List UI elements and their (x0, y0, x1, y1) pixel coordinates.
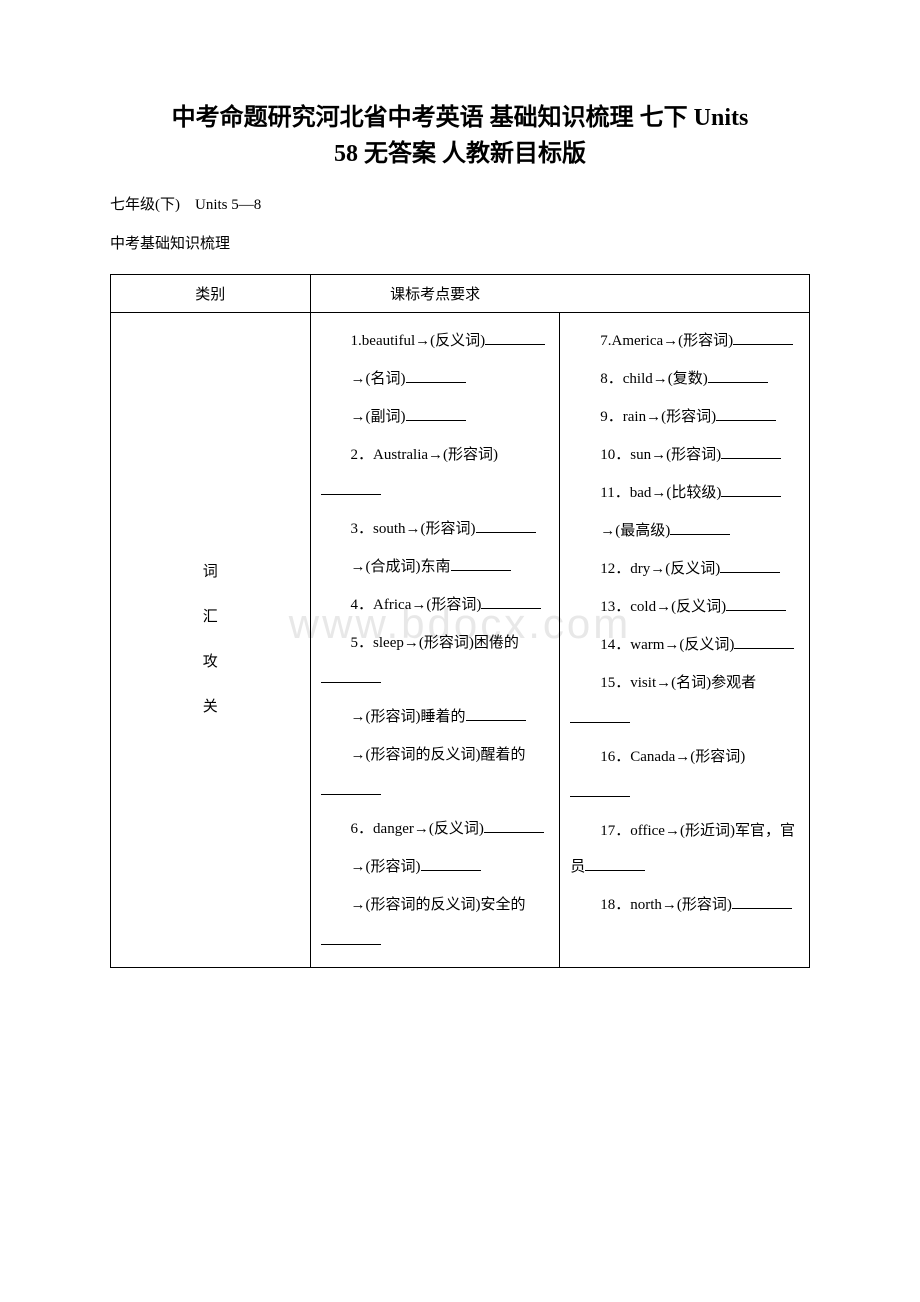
vocabulary-table: 类别 课标考点要求 词 汇 攻 关 1.beautiful→(反义词) →(名词… (110, 274, 810, 968)
category-char: 攻 (121, 640, 300, 685)
entry-text: 11．bad→(比较级) (600, 485, 721, 501)
vocab-entry: →(形容词的反义词)安全的 (321, 887, 550, 959)
vocab-entry: →(名词) (321, 361, 550, 397)
blank-line (721, 444, 781, 459)
vocab-entry: →(形容词)睡着的 (321, 699, 550, 735)
vocab-entry: 16．Canada→(形容词) (570, 739, 799, 811)
blank-line (451, 556, 511, 571)
entry-text: →(最高级) (600, 523, 670, 539)
blank-line (726, 596, 786, 611)
blank-line (484, 818, 544, 833)
subtitle: 七年级(下) Units 5—8 (110, 192, 860, 219)
blank-line (406, 368, 466, 383)
entry-text: →(形容词的反义词)醒着的 (351, 747, 526, 763)
entry-text: 9．rain→(形容词) (600, 409, 716, 425)
vocab-entry: 6．danger→(反义词) (321, 811, 550, 847)
category-char: 词 (121, 550, 300, 595)
blank-line (733, 330, 793, 345)
entry-text: 4．Africa→(形容词) (351, 597, 482, 613)
entry-text: →(副词) (351, 409, 406, 425)
title-line-1: 中考命题研究河北省中考英语 基础知识梳理 七下 Units (172, 105, 749, 131)
blank-line (570, 782, 630, 797)
entry-text: 5．sleep→(形容词)困倦的 (351, 635, 519, 651)
entry-text: 18．north→(形容词) (600, 897, 732, 913)
blank-line (321, 668, 381, 683)
entry-text: →(名词) (351, 371, 406, 387)
entry-text: 2．Australia→(形容词) (351, 447, 498, 463)
vocab-entry: 3．south→(形容词) (321, 511, 550, 547)
blank-line (485, 330, 545, 345)
blank-line (585, 856, 645, 871)
vocab-entry: 2．Australia→(形容词) (321, 437, 550, 509)
vocab-entry: 10．sun→(形容词) (570, 437, 799, 473)
vocab-entry: →(形容词的反义词)醒着的 (321, 737, 550, 809)
vocab-entry: →(副词) (321, 399, 550, 435)
vocab-entry: 11．bad→(比较级) (570, 475, 799, 511)
document-title: 中考命题研究河北省中考英语 基础知识梳理 七下 Units 58 无答案 人教新… (60, 100, 860, 172)
vocab-entry: 17．office→(形近词)军官，官员 (570, 813, 799, 885)
blank-line (321, 930, 381, 945)
blank-line (570, 708, 630, 723)
blank-line (321, 780, 381, 795)
blank-line (720, 558, 780, 573)
blank-line (421, 856, 481, 871)
vocab-entry: 7.America→(形容词) (570, 323, 799, 359)
blank-line (670, 520, 730, 535)
header-empty (560, 275, 810, 313)
vocab-entry: →(形容词) (321, 849, 550, 885)
vocab-entry: 14．warm→(反义词) (570, 627, 799, 663)
entry-text: 10．sun→(形容词) (600, 447, 721, 463)
entry-text: 13．cold→(反义词) (600, 599, 726, 615)
header-requirement: 课标考点要求 (310, 275, 560, 313)
blank-line (708, 368, 768, 383)
vocab-entry: 12．dry→(反义词) (570, 551, 799, 587)
vocab-entry: 13．cold→(反义词) (570, 589, 799, 625)
entry-text: 8．child→(复数) (600, 371, 707, 387)
category-cell: 词 汇 攻 关 (111, 313, 311, 968)
entry-text: 15．visit→(名词)参观者 (600, 675, 756, 691)
vocab-entry: 9．rain→(形容词) (570, 399, 799, 435)
title-line-2: 58 无答案 人教新目标版 (334, 141, 586, 167)
vocab-entry: 1.beautiful→(反义词) (321, 323, 550, 359)
vocab-entry: 8．child→(复数) (570, 361, 799, 397)
header-category: 类别 (111, 275, 311, 313)
category-char: 关 (121, 685, 300, 730)
blank-line (721, 482, 781, 497)
vocab-right-cell: 7.America→(形容词) 8．child→(复数) 9．rain→(形容词… (560, 313, 810, 968)
entry-text: 16．Canada→(形容词) (600, 749, 745, 765)
section-label: 中考基础知识梳理 (110, 231, 860, 258)
entry-text: 6．danger→(反义词) (351, 821, 484, 837)
vocab-entry: 18．north→(形容词) (570, 887, 799, 923)
blank-line (406, 406, 466, 421)
vocab-entry: →(最高级) (570, 513, 799, 549)
vocab-entry: →(合成词)东南 (321, 549, 550, 585)
entry-text: 12．dry→(反义词) (600, 561, 720, 577)
blank-line (716, 406, 776, 421)
entry-text: →(形容词) (351, 859, 421, 875)
page-content: 中考命题研究河北省中考英语 基础知识梳理 七下 Units 58 无答案 人教新… (60, 100, 860, 968)
blank-line (481, 594, 541, 609)
category-char: 汇 (121, 595, 300, 640)
table-body-row: 词 汇 攻 关 1.beautiful→(反义词) →(名词) →(副词) 2．… (111, 313, 810, 968)
entry-text: 7.America→(形容词) (600, 333, 733, 349)
blank-line (476, 518, 536, 533)
blank-line (466, 706, 526, 721)
vocab-left-cell: 1.beautiful→(反义词) →(名词) →(副词) 2．Australi… (310, 313, 560, 968)
blank-line (734, 634, 794, 649)
entry-text: →(合成词)东南 (351, 559, 451, 575)
vocab-entry: 15．visit→(名词)参观者 (570, 665, 799, 737)
entry-text: 3．south→(形容词) (351, 521, 476, 537)
table-header-row: 类别 课标考点要求 (111, 275, 810, 313)
vocab-entry: 4．Africa→(形容词) (321, 587, 550, 623)
entry-text: →(形容词)睡着的 (351, 709, 466, 725)
entry-text: 14．warm→(反义词) (600, 637, 734, 653)
entry-text: 1.beautiful→(反义词) (351, 333, 486, 349)
blank-line (732, 894, 792, 909)
entry-text: →(形容词的反义词)安全的 (351, 897, 526, 913)
blank-line (321, 480, 381, 495)
vocab-entry: 5．sleep→(形容词)困倦的 (321, 625, 550, 697)
